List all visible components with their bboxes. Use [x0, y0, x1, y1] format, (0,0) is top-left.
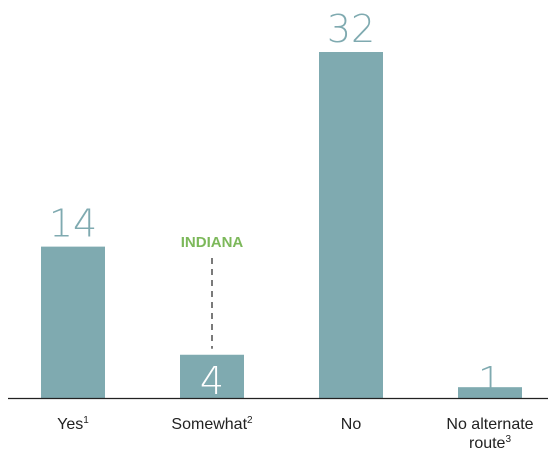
category-label-0: Yes1: [57, 415, 89, 433]
bar-0: [41, 246, 105, 398]
annotation-group: INDIANA: [181, 234, 244, 349]
value-label-2: 32: [327, 7, 375, 51]
value-label-0: 14: [49, 202, 97, 246]
labels-group: 14 Yes1 4 Somewhat2 32 No 1 No alternate route3: [49, 7, 534, 452]
value-label-1: 4: [200, 359, 224, 403]
category-label-3: No alternate route3: [446, 416, 533, 452]
bar-2: [319, 52, 383, 398]
category-label-1: Somewhat2: [171, 415, 253, 433]
bars-group: [41, 52, 522, 398]
bar-3: [458, 387, 522, 398]
category-label-2: No: [341, 416, 362, 433]
annotation-label: INDIANA: [181, 234, 244, 251]
value-label-3: 1: [478, 359, 502, 403]
bar-1: [180, 354, 244, 398]
